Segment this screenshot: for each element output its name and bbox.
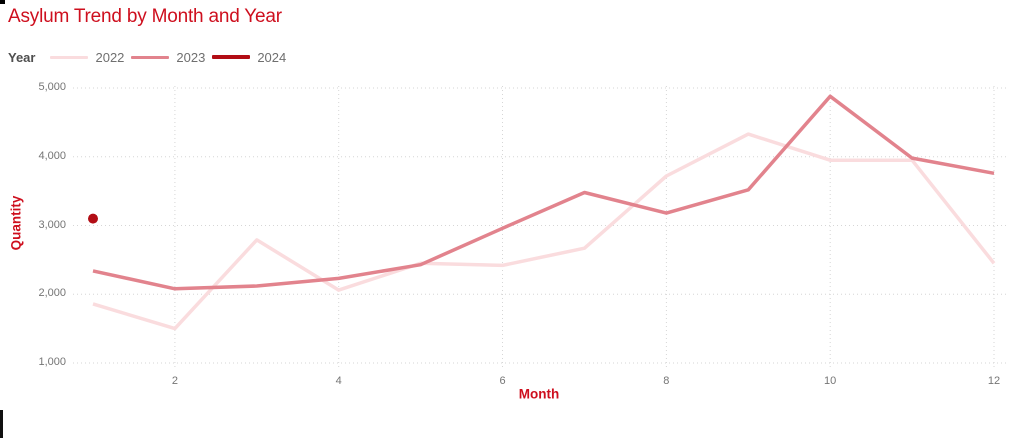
legend-swatch-2022 bbox=[50, 55, 89, 59]
x-tick-label: 2 bbox=[171, 375, 178, 387]
chart-title: Asylum Trend by Month and Year bbox=[8, 6, 282, 27]
x-tick-label: 6 bbox=[499, 375, 506, 387]
x-tick-label: 10 bbox=[824, 375, 837, 387]
legend-item-2024[interactable]: 2024 bbox=[212, 50, 286, 65]
data-point-2024[interactable] bbox=[88, 213, 98, 224]
x-axis-title: Month bbox=[518, 386, 560, 402]
legend-item-2023[interactable]: 2023 bbox=[131, 50, 205, 65]
screen-artifact-top-left bbox=[0, 0, 5, 4]
legend-item-label: 2024 bbox=[257, 49, 287, 65]
x-tick-label: 12 bbox=[987, 375, 1001, 387]
y-tick-label: 4,000 bbox=[38, 149, 66, 162]
y-tick-label: 3,000 bbox=[38, 218, 66, 231]
legend-swatch-2024 bbox=[212, 55, 251, 59]
y-tick-label: 1,000 bbox=[38, 356, 66, 368]
y-tick-label: 5,000 bbox=[38, 81, 66, 93]
y-axis-title: Quantity bbox=[8, 195, 24, 251]
line-series-2023[interactable] bbox=[92, 94, 995, 291]
x-tick-label: 8 bbox=[663, 375, 670, 387]
legend-item-label: 2022 bbox=[95, 49, 125, 65]
line-series-2022[interactable] bbox=[92, 132, 996, 331]
legend-item-2022[interactable]: 2022 bbox=[50, 50, 124, 65]
y-tick-label: 2,000 bbox=[38, 287, 66, 300]
x-tick-label: 4 bbox=[335, 375, 342, 387]
legend-title: Year bbox=[8, 49, 36, 65]
legend-item-label: 2023 bbox=[176, 49, 206, 65]
legend: Year 2022 2023 2024 bbox=[8, 49, 286, 65]
legend-swatch-2023 bbox=[131, 55, 170, 59]
screen-artifact-left-edge bbox=[0, 410, 3, 438]
